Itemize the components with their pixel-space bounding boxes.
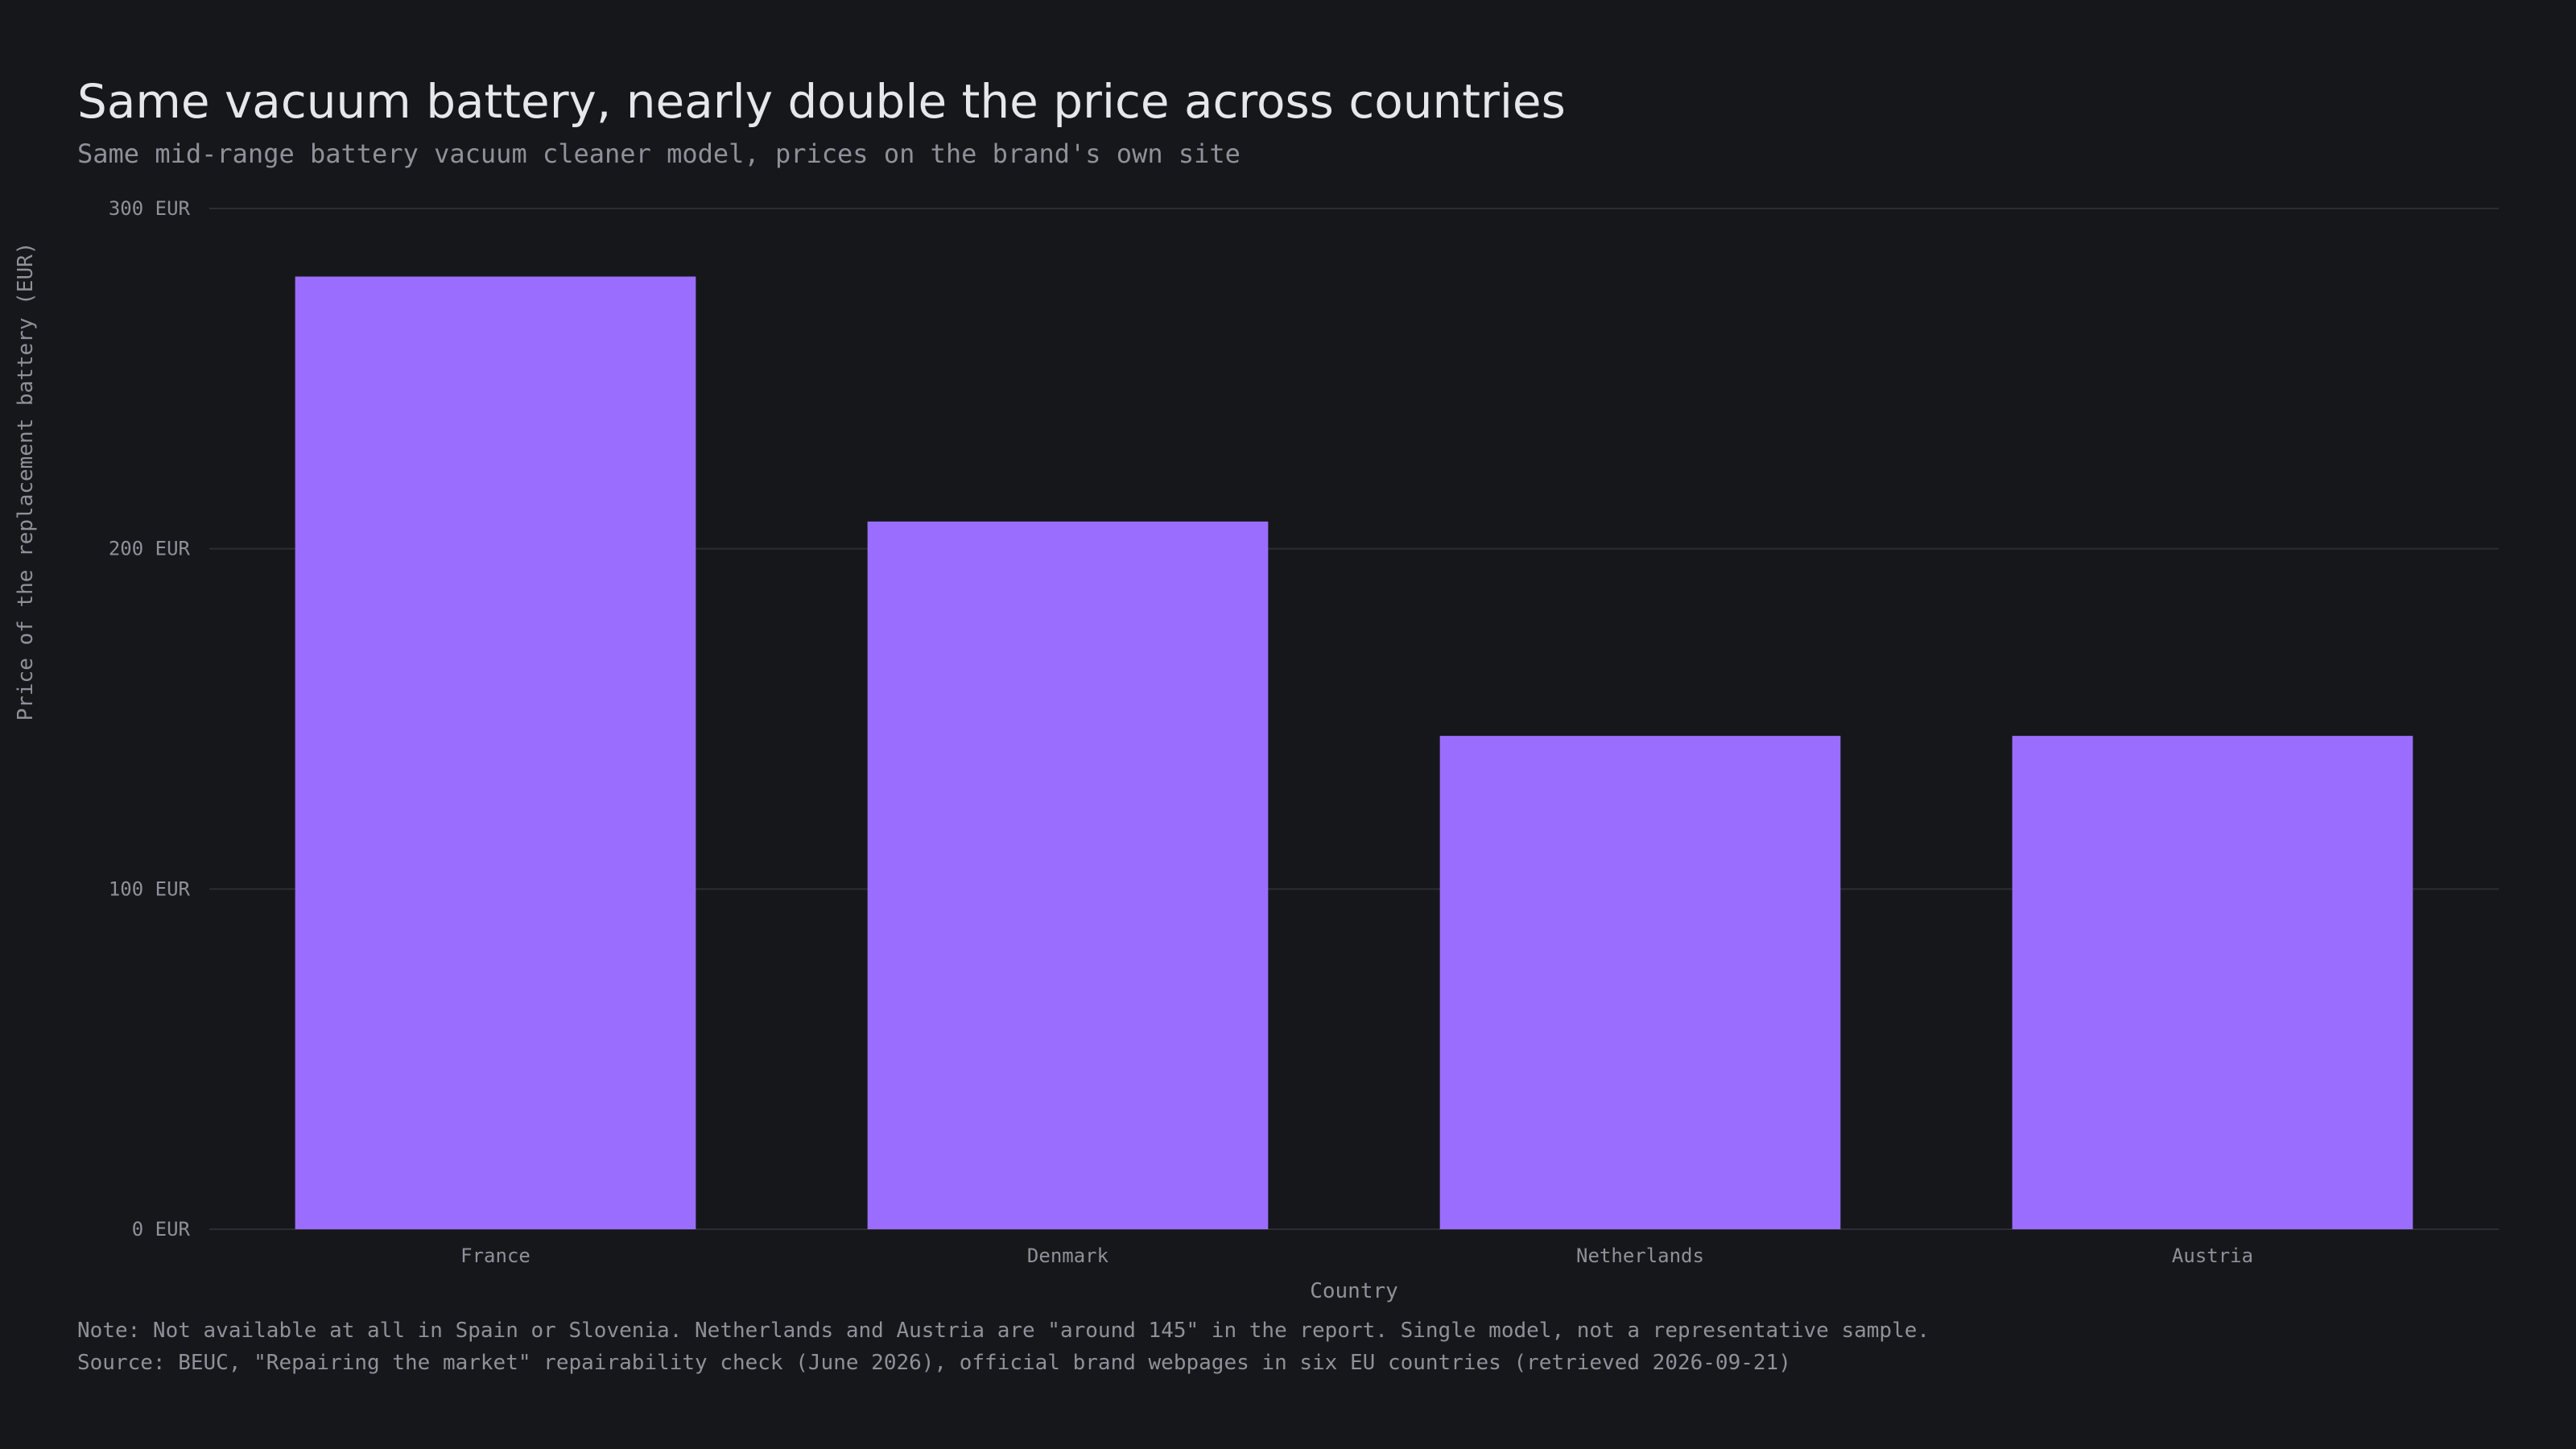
y-tick-label: 100 EUR	[109, 877, 191, 900]
x-axis-ticks: France Denmark Netherlands Austria	[460, 1245, 2253, 1267]
footnote: Note: Not available at all in Spain or S…	[77, 1319, 1930, 1343]
bar-netherlands	[1439, 736, 1841, 1229]
chart-title: Same vacuum battery, nearly double the p…	[77, 74, 1566, 129]
y-tick-label: 0 EUR	[132, 1218, 191, 1241]
bar-france	[295, 276, 696, 1229]
x-tick-label: Austria	[2172, 1245, 2253, 1267]
bar-denmark	[867, 521, 1269, 1229]
y-axis-title: Price of the replacement battery (EUR)	[14, 242, 38, 721]
chart-subtitle: Same mid-range battery vacuum cleaner mo…	[77, 138, 1241, 169]
x-axis-title: Country	[1310, 1279, 1398, 1303]
y-tick-label: 200 EUR	[109, 538, 191, 560]
bars	[295, 276, 2413, 1229]
y-tick-label: 300 EUR	[109, 197, 191, 220]
source-note: Source: BEUC, "Repairing the market" rep…	[77, 1351, 1791, 1375]
bar-austria	[2012, 736, 2413, 1229]
y-axis-ticks: 0 EUR 100 EUR 200 EUR 300 EUR	[109, 197, 191, 1241]
x-tick-label: Denmark	[1027, 1245, 1109, 1267]
x-tick-label: Netherlands	[1576, 1245, 1704, 1267]
x-tick-label: France	[460, 1245, 530, 1267]
